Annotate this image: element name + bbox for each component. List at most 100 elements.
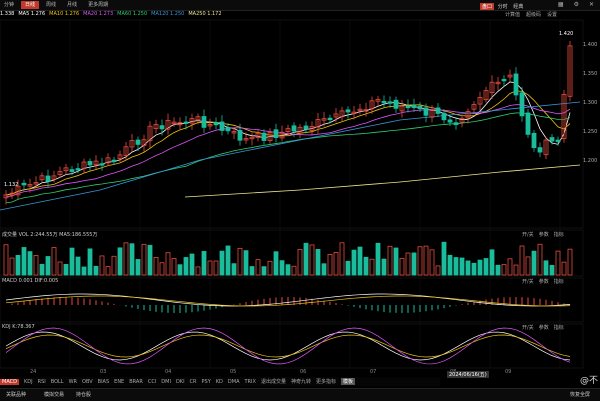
indicator-tab-17[interactable]: 退出成交量 [260, 379, 286, 385]
candle-body [477, 97, 483, 105]
volume-bar [51, 247, 57, 276]
bottom-tab-holdings[interactable]: 持仓股 [76, 392, 92, 398]
right-header-0[interactable]: 计算值 [505, 12, 521, 18]
price-value: 1.338 [0, 11, 15, 17]
volume-bar [219, 250, 225, 276]
volume-bar [15, 254, 21, 276]
period-tab-minute[interactable]: 分钟 [4, 2, 15, 8]
panel-frame [0, 323, 584, 369]
date-tick: 24 [30, 369, 37, 375]
indicator-tab-18[interactable]: 神奇九转 [290, 379, 311, 385]
watermark-logo: @不 [579, 376, 598, 386]
period-tab-month[interactable]: 月线 [67, 2, 78, 8]
indicator-tab-10[interactable]: DMI [161, 378, 171, 385]
candle-body [429, 110, 435, 118]
indicator-tab-20[interactable]: 模板 [340, 378, 355, 385]
indicator-tab-14[interactable]: KD [215, 378, 223, 385]
volume-bar [321, 263, 327, 276]
period-tab-more[interactable]: 更多周期 [88, 2, 109, 8]
indicator-tab-9[interactable]: CCI [147, 378, 157, 385]
macd-params[interactable]: 参数 [538, 279, 549, 285]
indicator-tab-4[interactable]: WR [68, 378, 78, 385]
indicator-tab-11[interactable]: DKI [175, 378, 185, 385]
volume-bar [339, 242, 345, 276]
kdj-indicator[interactable]: 指标 [553, 325, 564, 331]
indicator-tab-7[interactable]: ENE [114, 378, 125, 385]
indicator-tab-5[interactable]: OBV [82, 378, 93, 385]
kdj-params[interactable]: 参数 [538, 325, 549, 331]
candle-body [75, 168, 81, 171]
volume-params[interactable]: 参数 [538, 232, 549, 238]
volume-bar [165, 252, 171, 276]
indicator-tab-6[interactable]: BIAS [97, 378, 110, 385]
dea-line [5, 295, 571, 307]
bottom-tab-sim-trade[interactable]: 模拟交易 [44, 392, 65, 398]
candle-body [285, 128, 291, 133]
indicator-tab-19[interactable]: 更多指标 [315, 379, 336, 385]
indicator-tab-8[interactable]: BRAR [129, 378, 143, 385]
volume-bar [213, 260, 219, 276]
volume-bar [465, 260, 471, 276]
bottom-tab-related[interactable]: 关联品种 [6, 392, 27, 398]
candle-body [489, 81, 495, 93]
volume-bar [141, 243, 147, 276]
indicator-tab-1[interactable]: KDJ [24, 378, 33, 385]
candle-body [513, 73, 519, 96]
right-header-2[interactable]: 设置 [547, 12, 558, 18]
volume-bar [447, 254, 453, 276]
volume-bar [207, 260, 213, 276]
panel-frame [0, 19, 584, 229]
volume-bar [3, 244, 9, 276]
volume-bar [117, 247, 123, 276]
indicator-tab-16[interactable]: TRIX [244, 378, 256, 385]
indicator-tab-3[interactable]: BOLL [50, 378, 64, 385]
volume-bar [303, 242, 309, 276]
volume-bar [537, 243, 543, 276]
indicator-tab-13[interactable]: PSY [201, 378, 211, 385]
right-header-1[interactable]: 超级码 [526, 12, 542, 18]
candle-body [159, 125, 165, 130]
volume-bar [387, 245, 393, 276]
ma-line [5, 104, 571, 198]
restore-fullscreen-button[interactable]: 恢复全屏 [570, 392, 591, 398]
right-tab-classic[interactable]: 经典 [513, 4, 524, 10]
volume-bar [441, 241, 447, 276]
candle-body [153, 124, 159, 129]
candle-body [351, 111, 357, 114]
volume-bar [39, 263, 45, 276]
price-low-label: 1.132 [4, 182, 19, 188]
volume-bar [255, 259, 261, 276]
period-tab-day[interactable]: 日线 [21, 1, 40, 9]
right-tab-quote[interactable]: 盘口 [480, 3, 495, 10]
volume-bar [417, 246, 423, 276]
period-tab-week[interactable]: 周线 [46, 2, 57, 8]
close-icon[interactable]: ✕ [588, 1, 594, 8]
candle-body [387, 101, 393, 104]
volume-bar [183, 257, 189, 276]
candle-body [213, 122, 219, 126]
volume-bar [555, 250, 561, 276]
indicator-tab-2[interactable]: RSI [37, 378, 46, 385]
volume-bar [525, 256, 531, 276]
candle-body [501, 78, 507, 82]
volume-indicator[interactable]: 指标 [553, 232, 564, 238]
kdj-toggle[interactable]: 开/关 [522, 325, 534, 331]
volume-toggle[interactable]: 开/关 [522, 232, 534, 238]
right-tab-timeshare[interactable]: 分时 [497, 4, 508, 10]
date-tick: 06 [300, 369, 307, 375]
volume-bar [231, 263, 237, 276]
indicator-tab-0[interactable]: MACD [0, 378, 19, 385]
macd-toggle[interactable]: 开/关 [522, 279, 534, 285]
grid-icon[interactable]: ▦ [557, 1, 564, 8]
indicator-tab-15[interactable]: DMA [227, 378, 240, 385]
candle-body [465, 111, 471, 119]
candle-body [291, 125, 297, 132]
volume-bar [81, 266, 87, 276]
macd-indicator[interactable]: 指标 [553, 279, 564, 285]
macd-controls: 开/关 参数 指标 [522, 278, 564, 285]
settings-icon[interactable]: ⚙ [573, 1, 579, 8]
candle-body [237, 129, 243, 141]
indicator-tab-12[interactable]: CR [189, 378, 197, 385]
ma120-label: MA120 1.250 [151, 11, 185, 17]
